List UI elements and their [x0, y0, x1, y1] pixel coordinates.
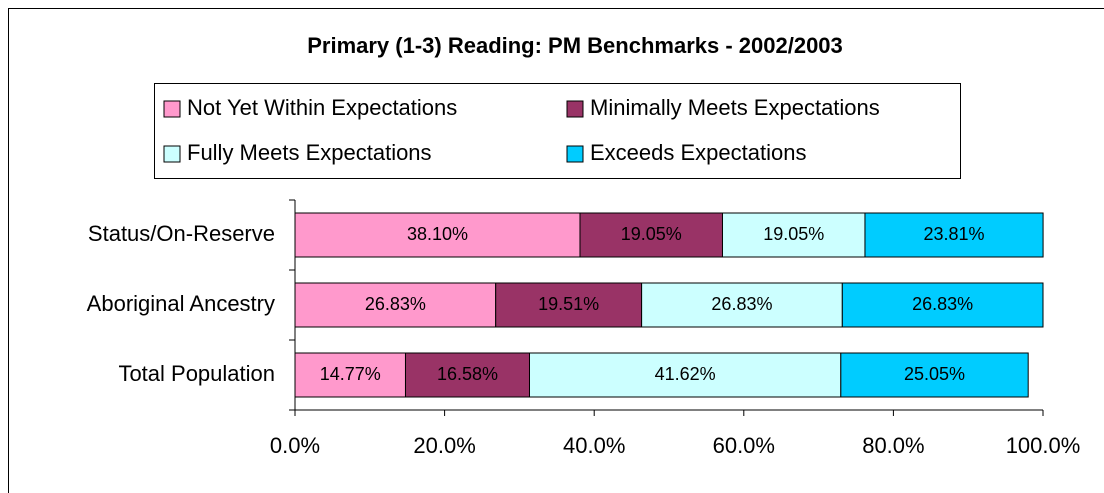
- data-label: 41.62%: [655, 364, 716, 384]
- data-label: 19.05%: [763, 224, 824, 244]
- bar-segment: [721, 212, 866, 258]
- bar-segment: [864, 212, 1044, 258]
- x-tick-label: 80.0%: [862, 433, 924, 458]
- x-tick-label: 20.0%: [413, 433, 475, 458]
- legend-label: Fully Meets Expectations: [187, 140, 432, 165]
- legend-label: Minimally Meets Expectations: [590, 95, 880, 120]
- bar-segment: [841, 282, 1044, 328]
- bar-segment: [404, 352, 530, 398]
- chart-title: Primary (1-3) Reading: PM Benchmarks - 2…: [307, 33, 843, 58]
- legend-label: Exceeds Expectations: [590, 140, 806, 165]
- bar-segment: [495, 282, 643, 328]
- legend-swatch: [163, 100, 181, 118]
- bar-segment: [579, 212, 723, 258]
- y-tick-label: Total Population: [118, 361, 275, 386]
- legend-box: [154, 83, 961, 179]
- y-tick-label: Aboriginal Ancestry: [87, 291, 275, 316]
- legend-swatch: [566, 100, 584, 118]
- data-label: 19.05%: [621, 224, 682, 244]
- bar-segment: [840, 352, 1029, 398]
- data-label: 38.10%: [407, 224, 468, 244]
- x-tick-label: 0.0%: [270, 433, 320, 458]
- data-label: 26.83%: [711, 294, 772, 314]
- x-tick-label: 100.0%: [1006, 433, 1081, 458]
- bar-segment: [294, 212, 581, 258]
- data-label: 26.83%: [365, 294, 426, 314]
- bar-segment: [294, 352, 406, 398]
- legend-label: Not Yet Within Expectations: [187, 95, 457, 120]
- legend-swatch: [163, 145, 181, 163]
- data-label: 26.83%: [912, 294, 973, 314]
- data-label: 19.51%: [538, 294, 599, 314]
- data-label: 25.05%: [904, 364, 965, 384]
- data-label: 16.58%: [437, 364, 498, 384]
- x-tick-label: 40.0%: [563, 433, 625, 458]
- y-tick-label: Status/On-Reserve: [88, 221, 275, 246]
- x-tick-label: 60.0%: [713, 433, 775, 458]
- bar-segment: [528, 352, 842, 398]
- data-label: 23.81%: [923, 224, 984, 244]
- legend-swatch: [566, 145, 584, 163]
- data-label: 14.77%: [320, 364, 381, 384]
